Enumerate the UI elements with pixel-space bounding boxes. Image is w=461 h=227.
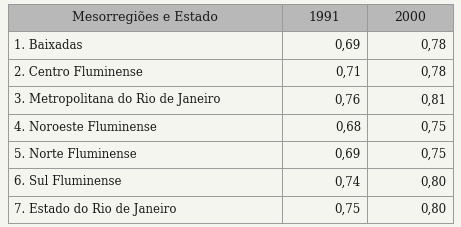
Text: 0,76: 0,76: [335, 93, 361, 106]
Text: 3. Metropolitana do Rio de Janeiro: 3. Metropolitana do Rio de Janeiro: [14, 93, 221, 106]
Text: Mesorregiões e Estado: Mesorregiões e Estado: [72, 11, 218, 24]
Bar: [8, 4, 453, 31]
Text: 0,74: 0,74: [335, 175, 361, 188]
Text: 0,81: 0,81: [421, 93, 447, 106]
Text: 1. Baixadas: 1. Baixadas: [14, 39, 83, 52]
Text: 0,80: 0,80: [420, 203, 447, 216]
Text: 0,69: 0,69: [335, 39, 361, 52]
Text: 4. Noroeste Fluminense: 4. Noroeste Fluminense: [14, 121, 157, 134]
Text: 0,69: 0,69: [335, 148, 361, 161]
Text: 1991: 1991: [308, 11, 340, 24]
Text: 5. Norte Fluminense: 5. Norte Fluminense: [14, 148, 137, 161]
Text: 0,68: 0,68: [335, 121, 361, 134]
Text: 7. Estado do Rio de Janeiro: 7. Estado do Rio de Janeiro: [14, 203, 177, 216]
Text: 0,71: 0,71: [335, 66, 361, 79]
Text: 0,75: 0,75: [335, 203, 361, 216]
Text: 2. Centro Fluminense: 2. Centro Fluminense: [14, 66, 143, 79]
Text: 0,80: 0,80: [420, 175, 447, 188]
Text: 0,75: 0,75: [420, 121, 447, 134]
Text: 0,75: 0,75: [420, 148, 447, 161]
Text: 2000: 2000: [394, 11, 426, 24]
Text: 0,78: 0,78: [420, 66, 447, 79]
Bar: [8, 31, 453, 223]
Text: 6. Sul Fluminense: 6. Sul Fluminense: [14, 175, 122, 188]
Text: 0,78: 0,78: [420, 39, 447, 52]
